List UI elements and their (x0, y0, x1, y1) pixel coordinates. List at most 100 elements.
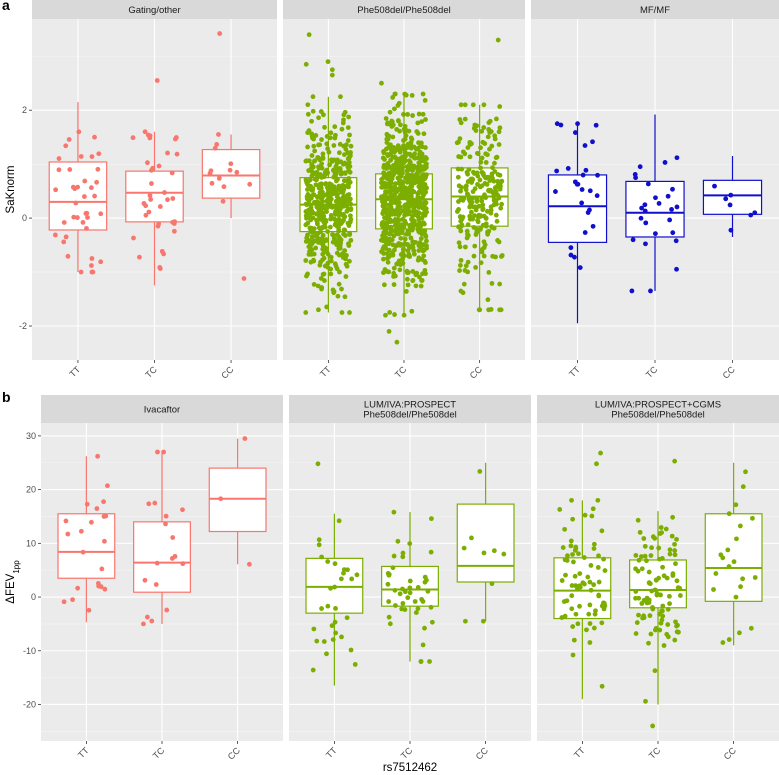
data-point (303, 209, 309, 214)
data-point (78, 154, 84, 159)
data-point (384, 220, 390, 226)
data-point (241, 276, 247, 281)
data-point (333, 163, 339, 169)
data-point (734, 536, 739, 542)
box-iqr (456, 503, 515, 583)
box-group-cc (208, 436, 267, 567)
data-point (485, 152, 490, 158)
facet-strip (289, 395, 531, 423)
data-point (309, 208, 315, 214)
data-point (416, 190, 422, 196)
data-point (400, 550, 406, 556)
data-point (401, 246, 406, 252)
data-point (335, 168, 341, 173)
data-point (658, 592, 663, 598)
data-point (490, 253, 496, 259)
data-point (415, 120, 421, 126)
data-point (649, 545, 654, 551)
data-point (303, 61, 309, 67)
data-point (391, 192, 397, 198)
x-tick-label: CC (219, 364, 236, 381)
box-group-cc (702, 156, 763, 237)
data-point (164, 607, 170, 613)
data-point (487, 146, 492, 152)
data-point (405, 595, 411, 601)
data-point (98, 259, 104, 265)
data-point (728, 227, 734, 233)
data-point (305, 192, 311, 197)
data-point (389, 167, 395, 172)
data-point (577, 584, 583, 590)
data-point (309, 153, 315, 158)
data-point (334, 232, 340, 238)
data-point (646, 569, 652, 575)
data-point (304, 196, 310, 202)
data-point (401, 143, 406, 149)
data-point (497, 125, 503, 131)
data-point (397, 204, 403, 210)
data-point (660, 603, 666, 609)
data-point (407, 151, 413, 157)
data-point (633, 589, 639, 594)
data-point (496, 129, 502, 135)
data-point (410, 113, 415, 118)
data-point (494, 218, 500, 224)
data-point (344, 615, 350, 621)
data-point (405, 270, 410, 276)
data-point (170, 535, 176, 540)
data-point (419, 119, 425, 125)
y-axis-title-subscript: 1pp (12, 560, 21, 574)
data-point (458, 102, 464, 108)
data-point (408, 235, 414, 241)
data-point (310, 94, 316, 100)
data-point (309, 131, 315, 137)
data-point (489, 171, 495, 177)
data-point (422, 574, 428, 580)
data-point (641, 536, 647, 541)
data-point (390, 185, 395, 191)
data-point (378, 237, 384, 243)
data-point (595, 565, 601, 570)
data-point (303, 239, 309, 244)
data-point (386, 247, 392, 253)
data-point (488, 207, 494, 213)
data-point (397, 145, 402, 151)
data-point (154, 78, 160, 83)
data-point (161, 449, 167, 455)
data-point (313, 133, 319, 138)
data-point (480, 207, 486, 213)
data-point (391, 247, 397, 253)
box-iqr (704, 513, 763, 602)
data-point (462, 244, 468, 250)
data-point (402, 136, 408, 142)
data-point (325, 251, 331, 257)
data-point (588, 587, 594, 593)
data-point (316, 542, 322, 548)
data-point (672, 637, 678, 643)
data-point (400, 601, 406, 606)
data-point (461, 545, 467, 551)
data-point (572, 573, 578, 579)
data-point (311, 143, 317, 149)
x-axis-title: rs7512462 (383, 762, 437, 774)
data-point (306, 128, 312, 134)
data-point (323, 181, 329, 186)
y-tick-label: 0 (22, 213, 27, 223)
data-point (418, 158, 424, 164)
data-point (319, 137, 324, 142)
facet-title: LUM/IVA:PROSPECT+CGMS (595, 400, 721, 411)
data-point (465, 269, 471, 275)
y-axis-title: SaKnorm (5, 166, 17, 214)
data-point (95, 166, 101, 172)
data-point (343, 198, 349, 204)
data-point (340, 211, 346, 217)
data-point (569, 583, 575, 588)
data-point (98, 211, 104, 217)
data-point (499, 178, 505, 184)
data-point (636, 557, 642, 563)
data-point (462, 151, 468, 157)
data-point (653, 195, 658, 201)
box-iqr (57, 513, 116, 579)
data-point (473, 265, 479, 270)
data-point (61, 220, 67, 225)
